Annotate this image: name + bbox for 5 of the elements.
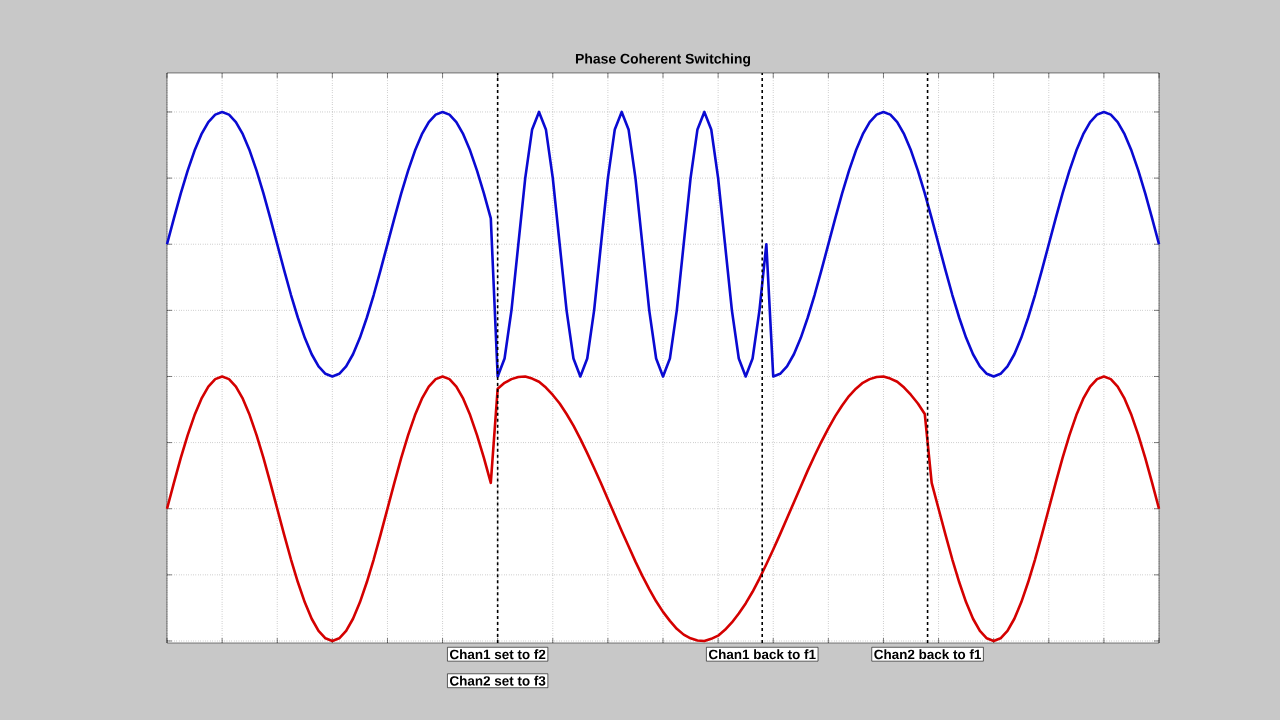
- text: Chan2 back to f1: [874, 649, 982, 660]
- text: Chan1 set to f2: [449, 649, 546, 660]
- chart-title: Phase Coherent Switching: [575, 53, 751, 67]
- text: Chan2 set to f3: [449, 675, 546, 686]
- text: Chan1 back to f1: [708, 649, 816, 660]
